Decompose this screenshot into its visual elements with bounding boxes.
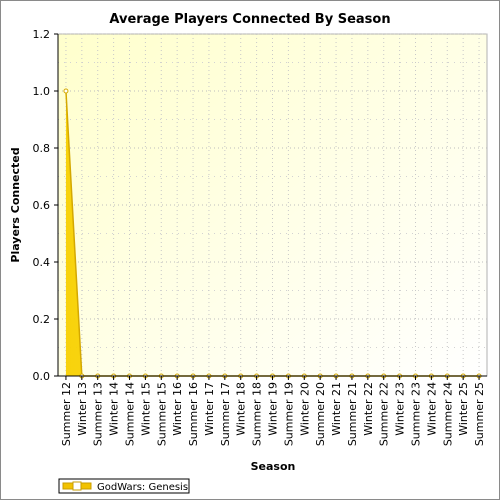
- y-axis-title: Players Connected: [9, 147, 22, 262]
- x-tick-label: Summer 19: [282, 382, 295, 446]
- x-tick-label: Summer 23: [410, 382, 423, 446]
- y-tick-label: 0.0: [33, 370, 51, 383]
- legend-label: GodWars: Genesis: [97, 482, 188, 493]
- x-tick-label: Winter 23: [394, 382, 407, 436]
- data-point: [63, 88, 69, 94]
- x-tick-label: Winter 22: [362, 382, 375, 436]
- x-tick-label: Summer 14: [124, 382, 137, 446]
- x-tick-label: Summer 15: [155, 382, 168, 446]
- grid: [58, 33, 487, 377]
- x-tick-label: Winter 17: [203, 382, 216, 436]
- y-tick-label: 0.4: [33, 256, 51, 269]
- x-tick-label: Summer 13: [92, 382, 105, 446]
- x-tick-label: Winter 19: [267, 382, 280, 436]
- x-tick-label: Winter 16: [171, 382, 184, 436]
- y-tick-label: 0.8: [33, 142, 51, 155]
- x-tick-label: Summer 17: [219, 382, 232, 446]
- x-axis-title: Season: [251, 460, 296, 473]
- x-tick-label: Winter 21: [330, 382, 343, 436]
- chart-title: Average Players Connected By Season: [109, 12, 390, 27]
- x-axis: Summer 12 Winter 13 Summer 13 Winter 14 Summ…: [58, 375, 487, 446]
- x-tick-label: Summer 22: [378, 382, 391, 446]
- x-tick-label: Summer 12: [60, 382, 73, 446]
- x-tick-label: Summer 18: [251, 382, 264, 446]
- x-tick-label: Summer 20: [314, 382, 327, 446]
- y-tick-label: 0.6: [33, 199, 51, 212]
- y-tick-label: 1.2: [33, 28, 51, 41]
- legend: GodWars: Genesis: [58, 478, 190, 494]
- x-tick-label: Winter 24: [425, 382, 438, 436]
- x-tick-label: Winter 15: [139, 382, 152, 436]
- x-tick-label: Summer 16: [187, 382, 200, 446]
- y-axis: 0.0 0.2 0.4 0.6 0.8 1.0 1.2: [33, 28, 59, 383]
- x-tick-label: Summer 21: [346, 382, 359, 446]
- x-tick-label: Winter 18: [235, 382, 248, 436]
- x-tick-label: Winter 20: [298, 382, 311, 436]
- y-tick-label: 0.2: [33, 313, 51, 326]
- y-tick-label: 1.0: [33, 85, 51, 98]
- x-tick-label: Winter 13: [76, 382, 89, 436]
- x-tick-label: Summer 25: [473, 382, 486, 446]
- x-tick-label: Summer 24: [441, 382, 454, 446]
- x-tick-label: Winter 25: [457, 382, 470, 436]
- legend-marker: [72, 481, 82, 491]
- x-tick-label: Winter 14: [108, 382, 121, 436]
